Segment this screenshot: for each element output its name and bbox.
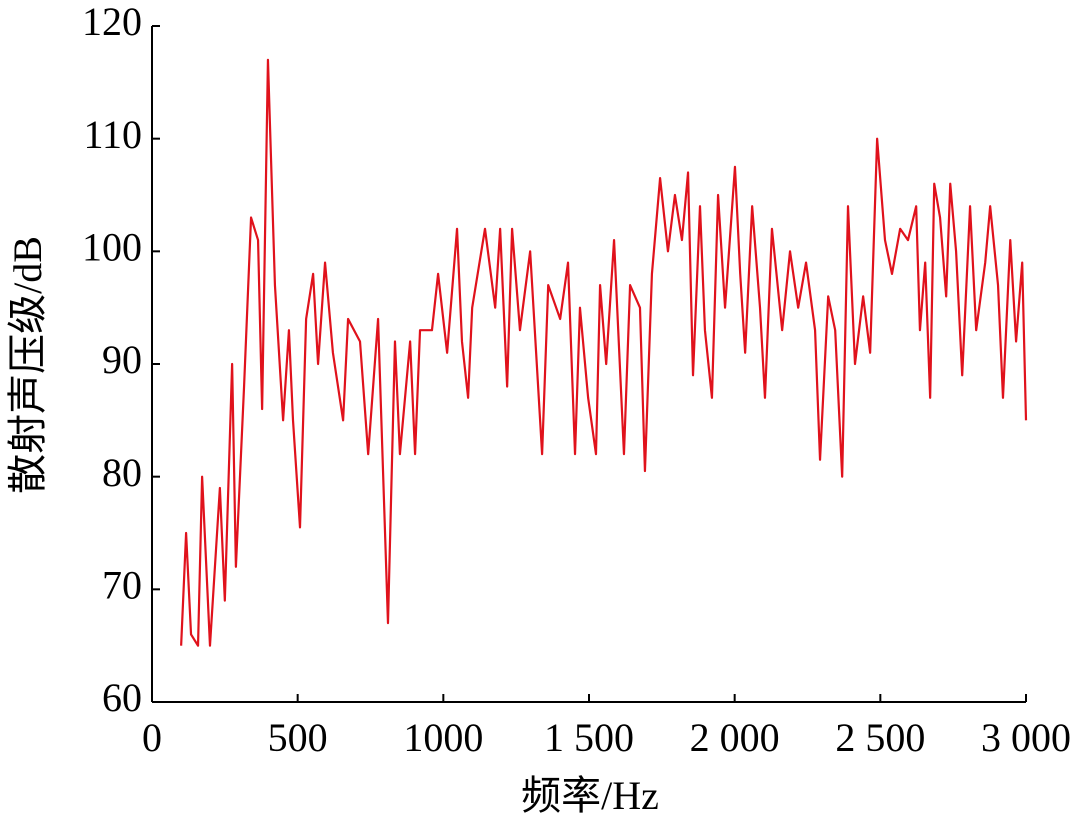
y-tick-label: 100 [82,225,142,270]
data-line [180,58,1028,647]
x-tick-label: 500 [268,715,328,760]
x-tick-label: 3 000 [981,715,1071,760]
y-axis-label: 散射声压级/dB [5,236,50,494]
y-tick-label: 90 [102,337,142,382]
y-tick-label: 70 [102,563,142,608]
x-tick-label: 0 [142,715,162,760]
y-tick-label: 110 [83,112,142,157]
x-tick-label: 1000 [403,715,483,760]
y-tick-label: 120 [82,0,142,44]
x-tick-label: 2 500 [835,715,925,760]
y-tick-label: 60 [102,675,142,720]
y-tick-label: 80 [102,450,142,495]
x-tick-label: 2 000 [690,715,780,760]
x-tick-label: 1 500 [544,715,634,760]
x-axis-label: 频率/Hz [521,773,659,818]
